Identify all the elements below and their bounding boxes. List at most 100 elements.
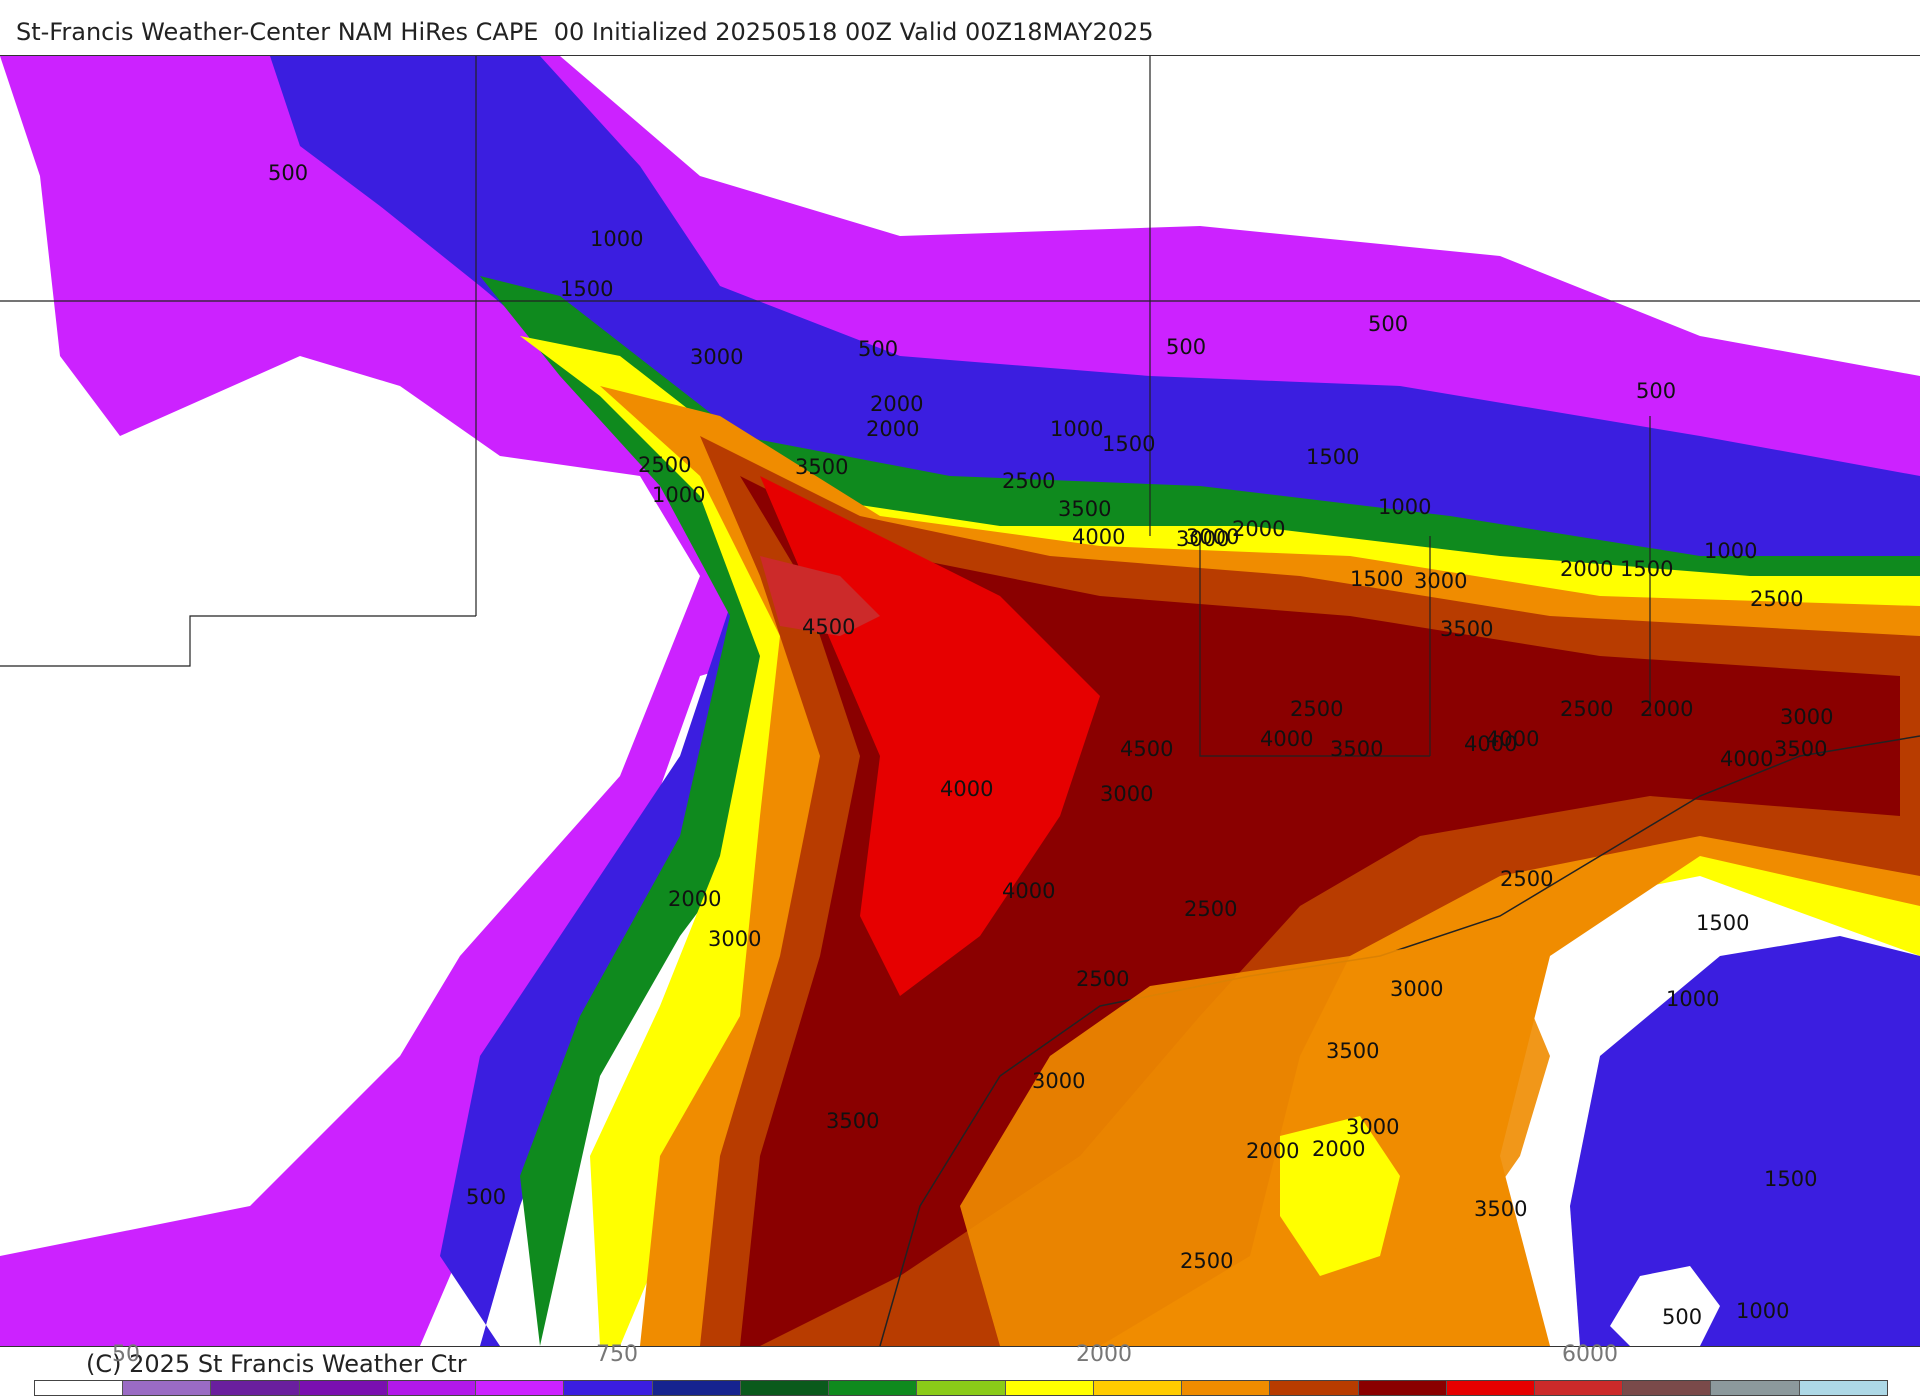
contour-label: 2000 [668, 887, 721, 911]
contour-label: 500 [1636, 379, 1676, 403]
contour-label: 2000 [1232, 517, 1285, 541]
contour-label: 1500 [1306, 445, 1359, 469]
contour-label: 3500 [1058, 497, 1111, 521]
contour-label: 1000 [1666, 987, 1719, 1011]
contour-label: 3000 [1414, 569, 1467, 593]
contour-label: 1000 [590, 227, 643, 251]
contour-label: 3000 [1186, 525, 1239, 549]
colorbar-swatch [1005, 1381, 1094, 1395]
colorbar-swatch [564, 1381, 653, 1395]
contour-label: 500 [466, 1185, 506, 1209]
state-boundaries [0, 56, 1920, 757]
contour-label: 2500 [1184, 897, 1237, 921]
contour-label: 3500 [1474, 1197, 1527, 1221]
contour-label: 500 [1662, 1305, 1702, 1329]
cape-shade-500 [0, 56, 1920, 1346]
contour-label: 1000 [652, 483, 705, 507]
cape-shade-atlantic [1570, 936, 1920, 1346]
colorbar-swatch [1182, 1381, 1271, 1395]
colorbar-swatch [387, 1381, 477, 1395]
contour-label: 2500 [1500, 867, 1553, 891]
contour-label: 3500 [1774, 737, 1827, 761]
contour-label: 2000 [870, 392, 923, 416]
cape-shade-gulf-core [1280, 1116, 1400, 1276]
contour-label: 2500 [1002, 469, 1055, 493]
colorbar-swatch [211, 1381, 300, 1395]
contour-label: 3000 [690, 345, 743, 369]
colorbar-swatch [917, 1381, 1006, 1395]
contour-label: 2500 [1076, 967, 1129, 991]
cape-colorbar [34, 1380, 1888, 1396]
colorbar-label-50: 50 [112, 1342, 140, 1367]
cape-map-canvas: 500 1000 1500 2000 2500 3000 3500 4000 4… [0, 56, 1920, 1346]
contour-label: 3500 [1440, 617, 1493, 641]
contour-labels: 500 1000 1500 2000 2500 3000 3500 4000 4… [268, 161, 1833, 1329]
colorbar-swatch [1270, 1381, 1359, 1395]
contour-label: 4000 [1464, 732, 1517, 756]
contour-label: 1500 [1696, 911, 1749, 935]
colorbar-swatch [299, 1381, 388, 1395]
colorbar-swatch [1446, 1381, 1535, 1395]
map-title: St-Francis Weather-Center NAM HiRes CAPE… [16, 18, 1154, 46]
contour-label: 3000 [708, 927, 761, 951]
contour-label: 3000 [1780, 705, 1833, 729]
contour-label: 1000 [1704, 539, 1757, 563]
contour-label: 500 [858, 337, 898, 361]
contour-label: 3000 [1390, 977, 1443, 1001]
contour-label: 1500 [1764, 1167, 1817, 1191]
colorbar-swatch [476, 1381, 565, 1395]
copyright-text: (C) 2025 St Francis Weather Ctr [86, 1350, 467, 1378]
contour-label: 3500 [826, 1109, 879, 1133]
contour-label: 1000 [1378, 495, 1431, 519]
cape-shade-atlantic-min [1610, 1266, 1720, 1346]
contour-label: 500 [268, 161, 308, 185]
contour-label: 500 [1166, 335, 1206, 359]
contour-label: 2000 [1640, 697, 1693, 721]
colorbar-swatch [740, 1381, 830, 1395]
colorbar-label-750: 750 [596, 1342, 638, 1367]
colorbar-swatch [652, 1381, 741, 1395]
contour-label: 1500 [1350, 567, 1403, 591]
cape-shade-1000 [270, 56, 1920, 1346]
contour-label: 3500 [1326, 1039, 1379, 1063]
contour-label: 2500 [638, 453, 691, 477]
contour-label: 2000 [1246, 1139, 1299, 1163]
colorbar-swatch [1358, 1381, 1447, 1395]
colorbar-swatch [829, 1381, 918, 1395]
contour-label: 4500 [1120, 737, 1173, 761]
contour-label: 4000 [1072, 525, 1125, 549]
cape-shade-4500 [760, 556, 880, 636]
colorbar-label-2000: 2000 [1076, 1342, 1132, 1367]
contour-label: 1500 [560, 277, 613, 301]
colorbar-swatch [1711, 1381, 1800, 1395]
contour-label: 3500 [1330, 737, 1383, 761]
contour-label: 3000 [1100, 782, 1153, 806]
cape-map: 500 1000 1500 2000 2500 3000 3500 4000 4… [0, 55, 1920, 1347]
colorbar-swatch [1534, 1381, 1624, 1395]
contour-label: 4500 [802, 615, 855, 639]
colorbar-label-6000: 6000 [1562, 1342, 1618, 1367]
contour-label: 1000 [1736, 1299, 1789, 1323]
contour-label: 1000 [1050, 417, 1103, 441]
contour-label: 1500 [1102, 432, 1155, 456]
colorbar-swatch [1623, 1381, 1712, 1395]
contour-label: 2000 [1560, 557, 1613, 581]
contour-label: 500 [1368, 312, 1408, 336]
contour-label: 4000 [940, 777, 993, 801]
colorbar-swatch [123, 1381, 212, 1395]
contour-label: 2000 [866, 417, 919, 441]
cape-shade-gulf [960, 936, 1550, 1346]
contour-label: 2500 [1290, 697, 1343, 721]
contour-label: 3000 [1176, 527, 1229, 551]
contour-label: 4000 [1486, 727, 1539, 751]
contour-label: 4000 [1720, 747, 1773, 771]
contour-label: 1500 [1620, 557, 1673, 581]
contour-label: 2500 [1560, 697, 1613, 721]
colorbar-swatch [35, 1381, 124, 1395]
contour-label: 2500 [1180, 1249, 1233, 1273]
contour-label: 4000 [1002, 879, 1055, 903]
colorbar-swatch [1799, 1381, 1887, 1395]
contour-label: 4000 [1260, 727, 1313, 751]
contour-label: 2500 [1750, 587, 1803, 611]
colorbar-swatch [1093, 1381, 1183, 1395]
